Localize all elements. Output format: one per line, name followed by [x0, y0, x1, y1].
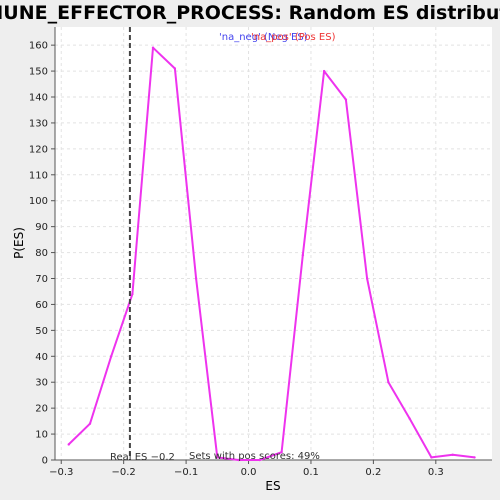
x-tick-label: 0.1	[303, 467, 319, 478]
data-point	[216, 456, 219, 459]
y-tick-label: 10	[35, 430, 48, 441]
real-es-label: Real ES −0.2	[110, 452, 175, 463]
y-tick-label: 50	[35, 326, 48, 337]
x-tick-label: −0.3	[49, 467, 73, 478]
x-tick-label: −0.1	[174, 467, 198, 478]
y-tick-label: 70	[35, 274, 48, 285]
data-point	[430, 456, 433, 459]
data-point	[344, 98, 348, 101]
data-point	[131, 292, 134, 296]
x-tick-label: 0.0	[241, 467, 257, 478]
y-tick-label: 80	[35, 248, 48, 259]
y-tick-label: 40	[35, 352, 48, 363]
data-point	[109, 355, 113, 358]
x-tick-label: 0.2	[365, 467, 381, 478]
series-line	[68, 46, 475, 461]
data-point	[365, 277, 369, 280]
data-point	[451, 453, 454, 457]
data-point	[173, 67, 177, 70]
data-point	[322, 69, 326, 73]
data-point	[408, 417, 411, 420]
x-axis-label: ES	[265, 479, 280, 493]
y-tick-label: 60	[35, 300, 48, 311]
data-point	[67, 443, 70, 446]
y-tick-label: 20	[35, 404, 48, 415]
data-point	[301, 253, 305, 257]
y-tick-label: 160	[29, 41, 48, 52]
legend-pos: 'na_pos' (Pos ES)	[251, 32, 336, 43]
y-tick-label: 30	[35, 378, 48, 389]
series-layer	[67, 46, 476, 462]
y-tick-label: 90	[35, 222, 48, 233]
data-point	[194, 277, 198, 280]
y-tick-label: 120	[29, 144, 48, 155]
pos-scores-label: Sets with pos scores: 49%	[189, 451, 320, 462]
y-tick-label: 100	[29, 196, 48, 207]
data-point	[473, 456, 476, 459]
y-tick-label: 140	[29, 93, 48, 104]
legend-neg: 'na_neg' (Neg ES)	[219, 32, 308, 43]
y-tick-label: 130	[29, 118, 48, 129]
data-point	[237, 458, 240, 462]
axes: 0 10 20 30 40 50 60 70 80 90 100 110 120 130 140 150 160…	[29, 27, 492, 478]
plot-background	[55, 27, 492, 460]
y-tick-label: 110	[29, 170, 48, 181]
data-point	[280, 451, 283, 454]
data-point	[151, 46, 155, 49]
y-tick-label: 0	[42, 456, 48, 467]
y-tick-label: 150	[29, 67, 48, 78]
data-point	[88, 422, 92, 425]
grid	[55, 27, 492, 460]
data-point	[258, 458, 261, 462]
x-tick-label: −0.2	[112, 467, 136, 478]
y-axis-label: P(ES)	[12, 227, 26, 259]
chart-title: IMMUNE_EFFECTOR_PROCESS: Random ES distr…	[0, 2, 500, 24]
x-tick-label: 0.3	[428, 467, 444, 478]
data-point	[387, 381, 390, 384]
